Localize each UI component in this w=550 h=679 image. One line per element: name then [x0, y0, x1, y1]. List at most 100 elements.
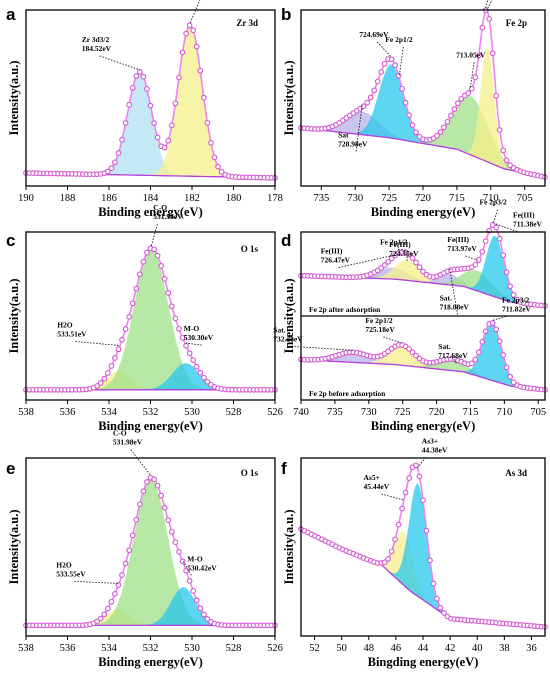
component-peak-sat- — [301, 352, 545, 390]
x-tick-label: 710 — [483, 193, 499, 204]
data-point — [448, 112, 454, 119]
peak-annotation: 718.08eV — [440, 303, 470, 312]
data-point — [489, 50, 496, 57]
data-point — [101, 375, 108, 382]
data-point — [493, 326, 500, 333]
data-point — [381, 60, 388, 67]
data-point — [193, 363, 200, 370]
panel-title: Fe 2p — [506, 18, 527, 28]
data-point — [154, 482, 161, 489]
data-point — [413, 129, 419, 136]
panel-letter: c — [6, 231, 15, 250]
data-point — [147, 102, 154, 109]
data-point — [475, 349, 482, 356]
x-tick-label: 725 — [395, 407, 411, 418]
data-point — [434, 595, 440, 602]
data-point — [101, 611, 108, 618]
x-tick-label: 532 — [143, 407, 159, 418]
data-point — [489, 320, 496, 326]
data-point — [204, 378, 211, 385]
data-point — [144, 86, 150, 92]
data-point — [503, 269, 510, 276]
data-point — [126, 547, 133, 554]
data-point — [208, 140, 214, 146]
data-point — [420, 497, 426, 504]
data-point — [165, 137, 172, 144]
panel-title: Zr 3d — [236, 18, 258, 28]
data-point — [168, 528, 175, 535]
data-point — [371, 87, 378, 94]
x-tick-label: 725 — [381, 193, 397, 204]
peak-annotation: M-O — [187, 554, 203, 563]
annotation-leader — [130, 449, 152, 476]
data-point — [161, 144, 168, 151]
annotation-leader — [494, 223, 518, 232]
data-point — [416, 264, 423, 271]
data-point — [154, 252, 161, 259]
data-point — [115, 346, 122, 353]
data-point — [197, 605, 204, 612]
data-point — [479, 24, 486, 31]
data-point — [97, 615, 104, 622]
panel-f: As5+45.44eV As3+44.38eV 52 50 48 46 44 42 40 38 36… — [281, 436, 548, 669]
background-line — [300, 358, 546, 391]
data-point — [395, 521, 402, 528]
peak-annotation: 45.44eV — [364, 482, 390, 491]
data-point — [104, 168, 111, 175]
data-point — [201, 374, 207, 381]
data-point — [204, 119, 211, 126]
peak-annotation: Sat. — [438, 342, 450, 351]
peak-annotation: 725.18eV — [365, 325, 395, 334]
data-point — [151, 246, 157, 253]
component-peak-sat — [301, 111, 545, 178]
peak-annotation: H2O — [57, 321, 73, 330]
data-point — [108, 598, 115, 605]
data-point — [161, 504, 168, 511]
x-axis-label: Binding energy(eV) — [371, 419, 476, 433]
data-point — [136, 69, 143, 75]
data-point — [140, 73, 147, 80]
data-point — [406, 475, 412, 481]
annotation-leader — [383, 336, 402, 344]
x-tick-label: 530 — [184, 407, 200, 418]
data-point — [409, 255, 416, 261]
y-axis-label: Intensity(a.u.) — [7, 509, 21, 584]
data-point — [360, 103, 367, 110]
data-point — [126, 101, 133, 108]
data-point — [367, 94, 374, 101]
data-point — [179, 558, 186, 565]
x-tick-label: 715 — [463, 407, 479, 418]
annotation-leader — [451, 356, 457, 364]
y-axis-label: Intensity(a.u.) — [282, 509, 296, 584]
component-peak-c-o — [26, 249, 275, 390]
data-point — [122, 326, 129, 332]
x-tick-label: 720 — [415, 193, 431, 204]
data-point — [444, 118, 451, 125]
peak-annotation: 44.38eV — [422, 445, 448, 454]
x-tick-label: 740 — [293, 407, 309, 418]
data-point — [218, 169, 225, 175]
data-point — [193, 43, 200, 50]
data-point — [115, 150, 122, 156]
annotation-leader — [74, 581, 119, 584]
data-point — [197, 369, 204, 376]
data-point — [129, 532, 136, 539]
x-axis-label: Binding energy(eV) — [98, 419, 203, 433]
data-point — [475, 256, 482, 263]
data-point — [119, 336, 125, 343]
x-tick-label: 44 — [418, 643, 429, 654]
data-point — [190, 27, 197, 34]
peak-annotation: Fe 2p1/2 — [385, 35, 413, 44]
panel-letter: e — [6, 459, 15, 478]
x-axis-label: Binding energy(eV) — [98, 205, 203, 219]
data-point — [204, 616, 211, 622]
data-point — [133, 73, 140, 79]
data-point — [378, 69, 385, 75]
peak-annotation: 713.05eV — [456, 50, 486, 59]
data-point — [441, 124, 447, 131]
data-point — [183, 567, 189, 574]
panel-letter: b — [281, 5, 291, 24]
x-tick-label: 528 — [226, 407, 242, 418]
